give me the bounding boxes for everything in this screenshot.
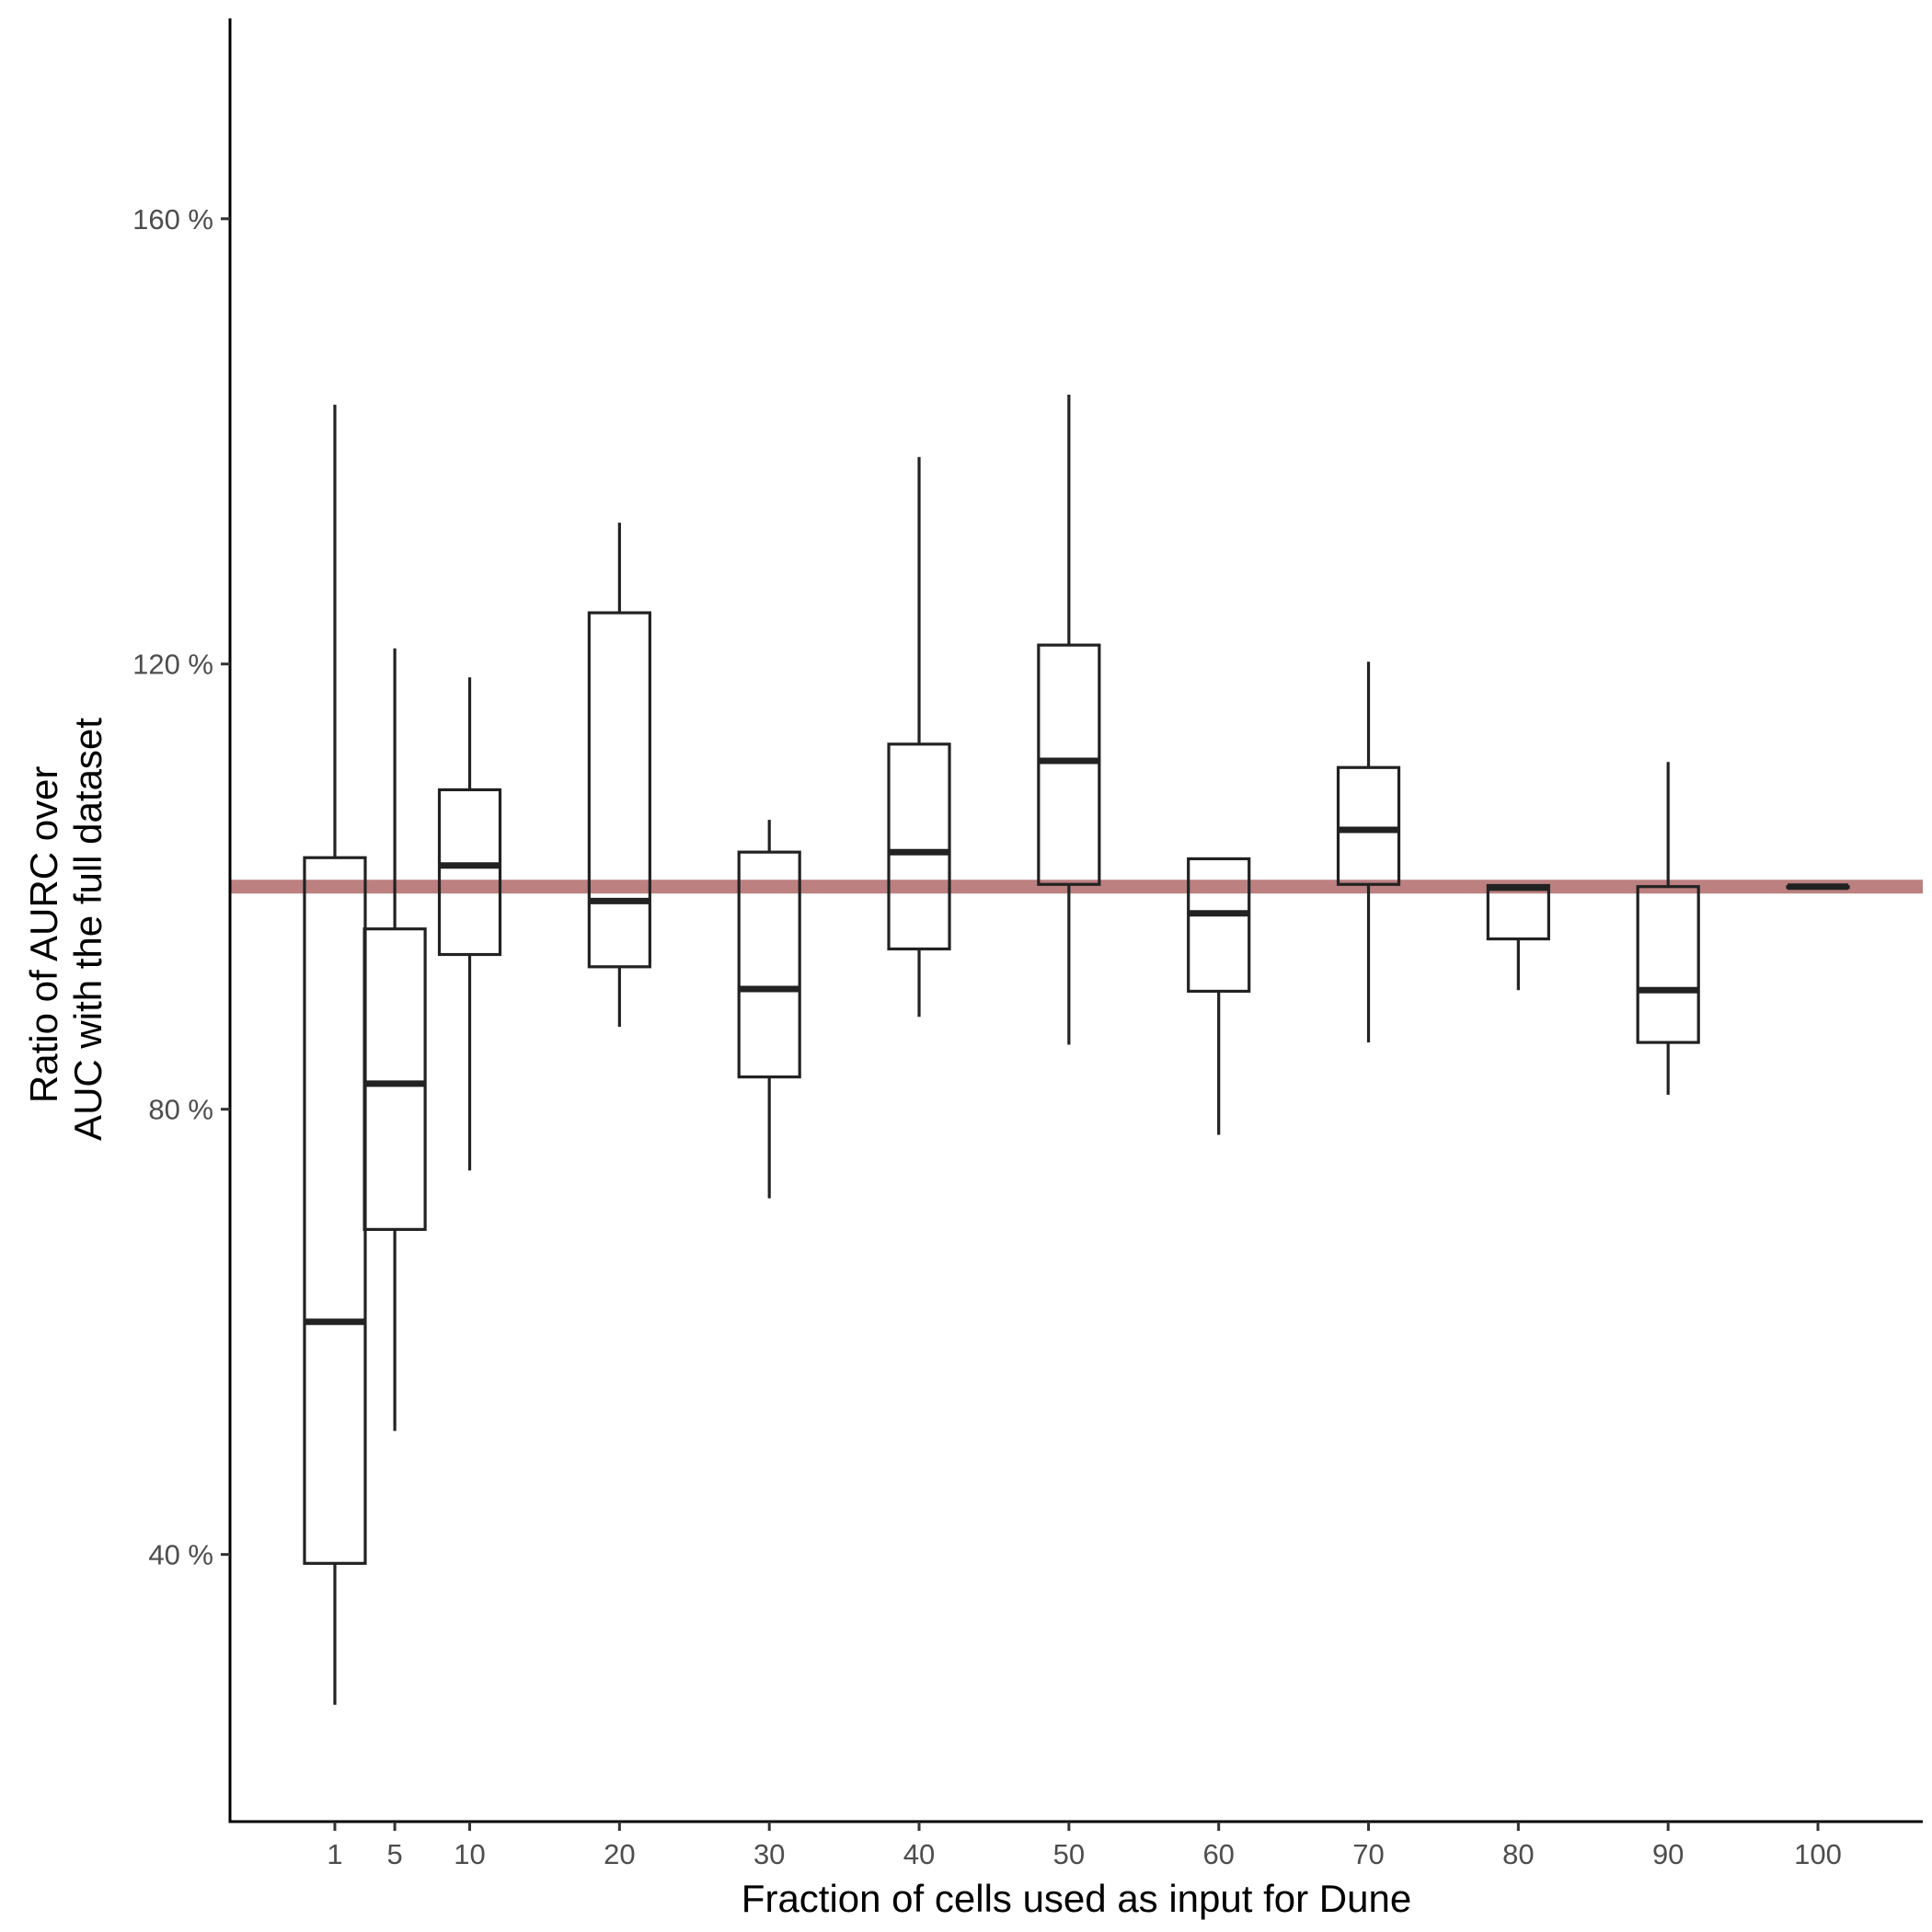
x-tick-label: 70 xyxy=(1352,1838,1384,1870)
y-axis-title: Ratio of AURC over AUC with the full dat… xyxy=(22,718,109,1141)
x-tick-label: 100 xyxy=(1794,1838,1842,1870)
iqr-box xyxy=(362,927,427,1231)
x-tick-label: 5 xyxy=(386,1838,402,1870)
x-tick-label: 50 xyxy=(1053,1838,1085,1870)
x-tick-label: 20 xyxy=(604,1838,635,1870)
iqr-box xyxy=(1187,857,1251,994)
x-tick-label: 1 xyxy=(327,1838,342,1870)
box-group-20 xyxy=(587,523,651,1028)
box-group-90 xyxy=(1636,762,1700,1095)
x-tick-label: 10 xyxy=(454,1838,485,1870)
iqr-box xyxy=(303,856,367,1565)
box-group-40 xyxy=(887,456,951,1018)
iqr-box xyxy=(1636,885,1700,1044)
box-group-50 xyxy=(1037,394,1101,1045)
iqr-box xyxy=(587,611,651,969)
iqr-box xyxy=(887,742,951,951)
x-tick-label: 90 xyxy=(1652,1838,1684,1870)
box-group-1 xyxy=(303,404,367,1705)
iqr-box xyxy=(1486,883,1550,941)
y-tick-label: 80 % xyxy=(148,1094,213,1126)
box-group-70 xyxy=(1336,661,1401,1043)
iqr-box xyxy=(1037,643,1101,886)
box-group-5 xyxy=(362,648,427,1432)
x-tick-label: 40 xyxy=(903,1838,935,1870)
y-axis-title-line-2: AUC with the full dataset xyxy=(66,718,109,1141)
y-tick-label: 160 % xyxy=(132,203,213,236)
x-axis-title: Fraction of cells used as input for Dune xyxy=(742,1877,1411,1920)
ticks-layer: 40 % 80 % 120 % 160 % 1 5 10 20 30 40 50 60 70 80 90 10… xyxy=(132,203,1842,1870)
y-tick-label: 40 % xyxy=(148,1539,213,1571)
box-group-80 xyxy=(1486,883,1550,991)
iqr-box xyxy=(1336,765,1401,886)
y-axis-title-line-1: Ratio of AURC over xyxy=(22,766,65,1103)
axes-layer xyxy=(228,18,1923,1823)
box-group-60 xyxy=(1187,857,1251,1135)
iqr-box xyxy=(737,850,801,1079)
y-tick-label: 120 % xyxy=(132,649,213,681)
x-tick-label: 80 xyxy=(1502,1838,1534,1870)
box-group-30 xyxy=(737,820,801,1199)
box-group-10 xyxy=(437,677,502,1171)
iqr-box xyxy=(437,788,502,957)
x-tick-label: 60 xyxy=(1202,1838,1234,1870)
x-tick-label: 30 xyxy=(753,1838,785,1870)
boxes-layer xyxy=(303,394,1850,1705)
box-group-100 xyxy=(1786,883,1850,891)
